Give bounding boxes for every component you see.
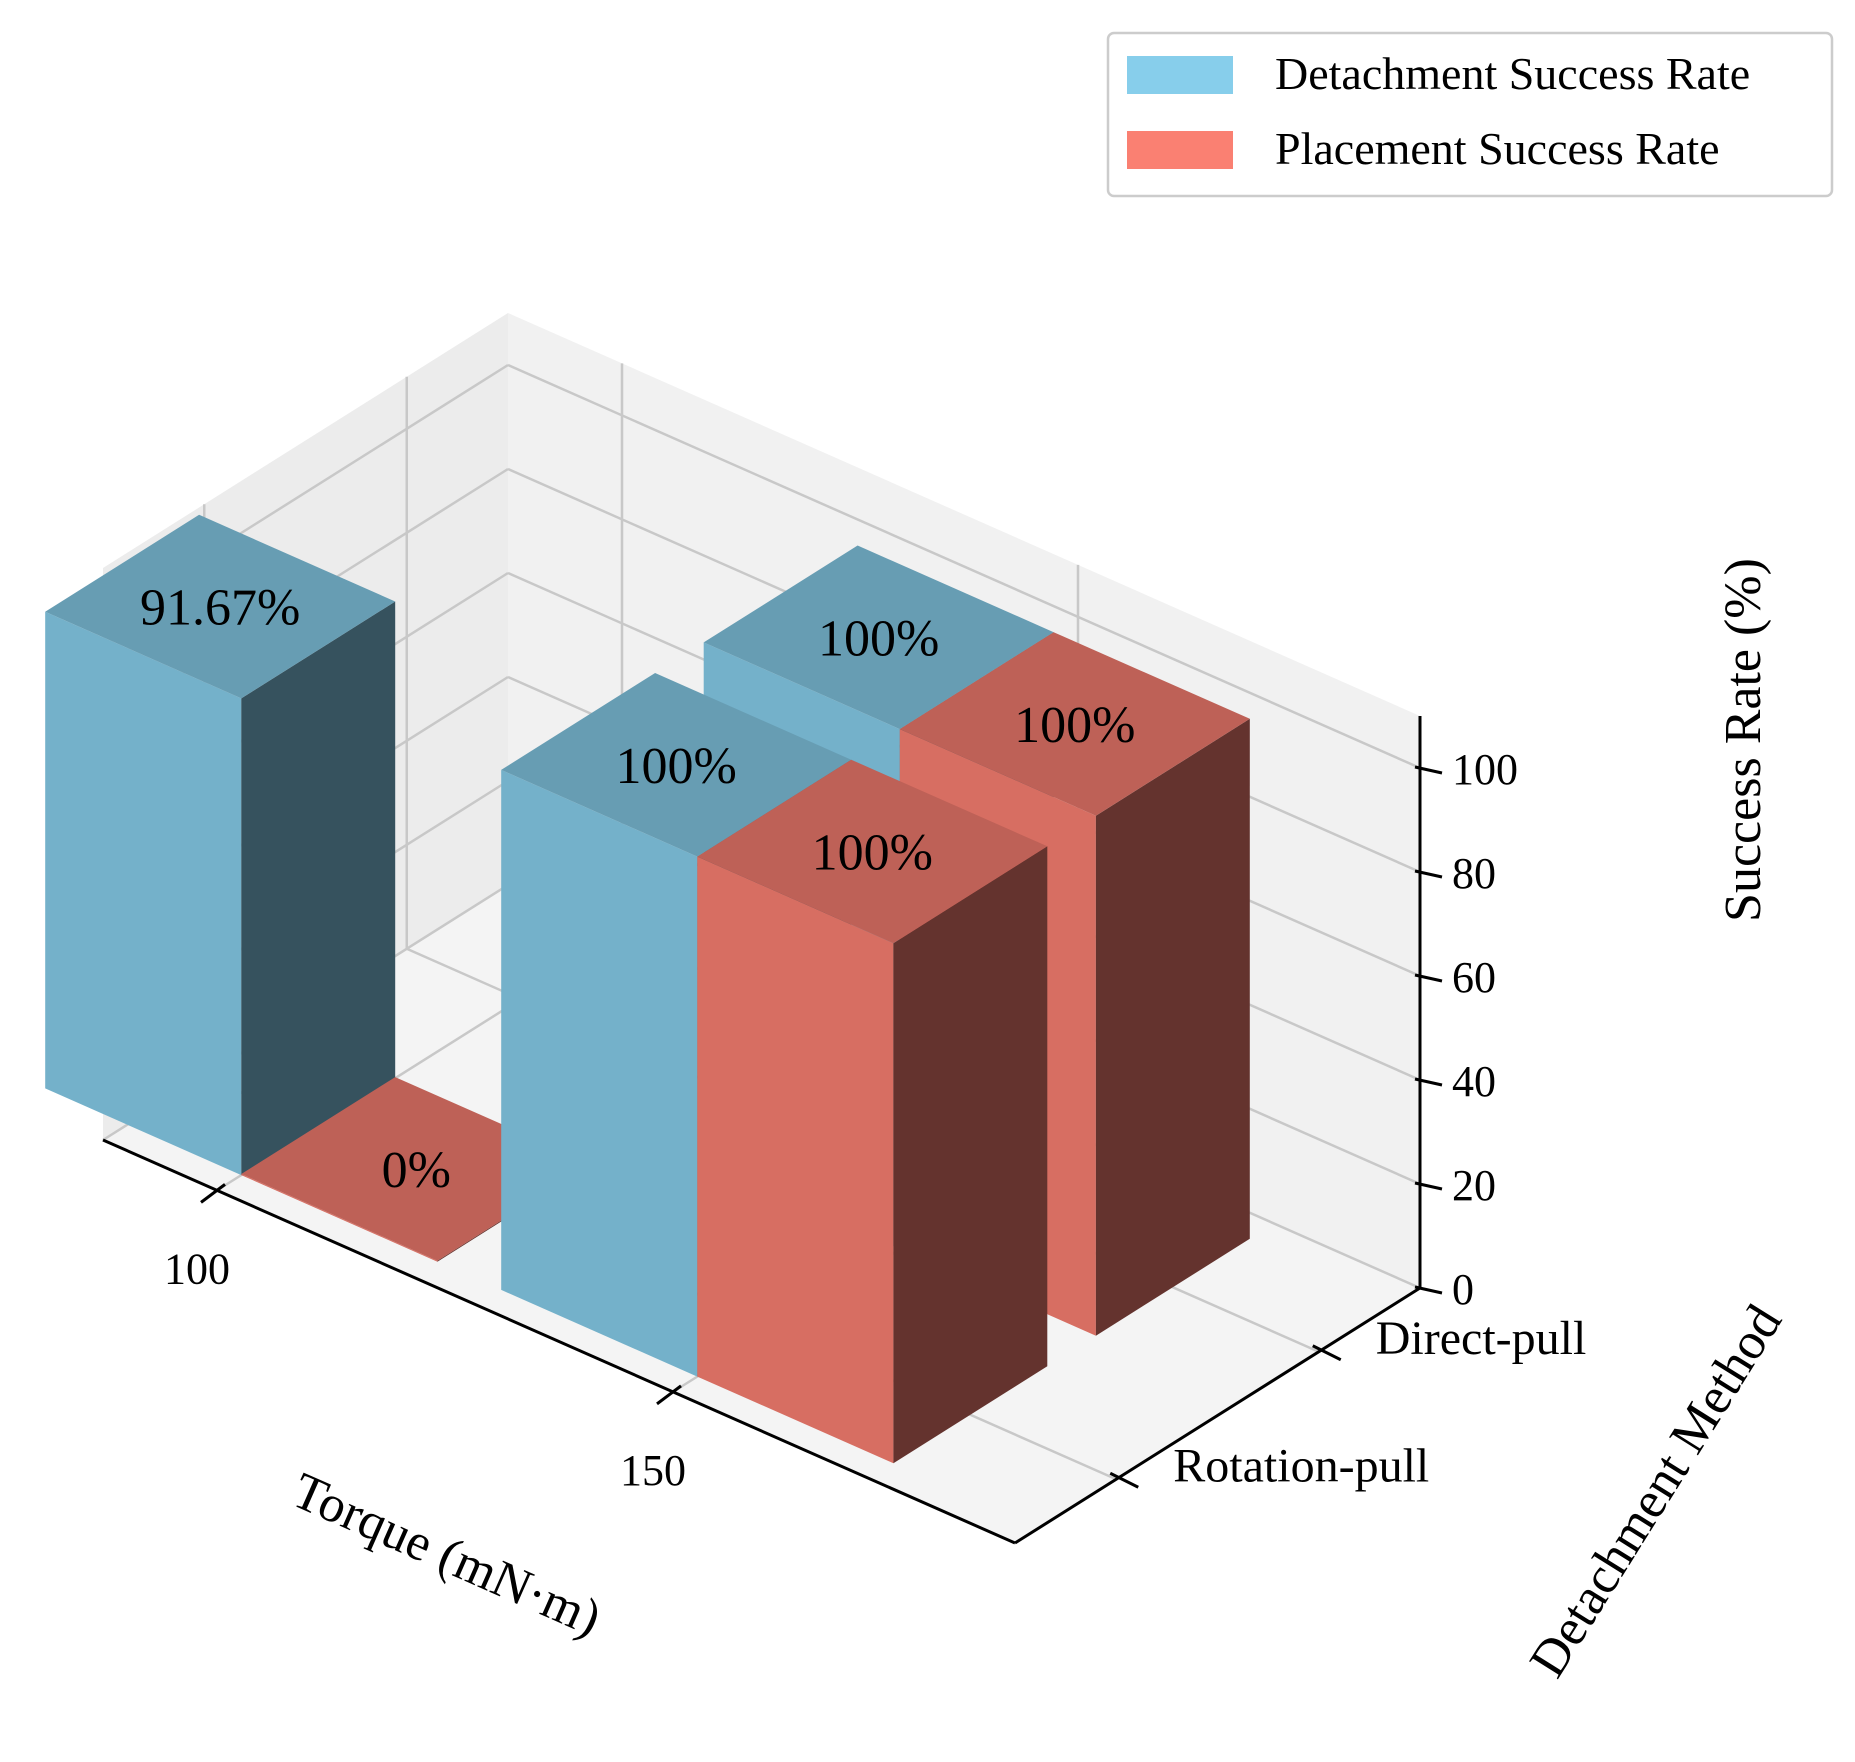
bar-top-face (45, 514, 396, 699)
x-axis-title: Torque (mN·m) (284, 1462, 609, 1647)
data-label: 0% (382, 1142, 451, 1199)
z-tick (1414, 1181, 1443, 1191)
y-tick-label: Direct-pull (1376, 1312, 1587, 1365)
bar-top-face (501, 673, 852, 857)
bar-front-face (241, 1174, 438, 1262)
x-tick (200, 1183, 226, 1204)
legend-swatch (1127, 56, 1233, 94)
bar (697, 759, 1048, 1464)
x-tick-label: 150 (620, 1446, 686, 1495)
bar (45, 514, 396, 1176)
data-label: 91.67% (140, 580, 300, 637)
data-label: 100% (818, 610, 939, 667)
y-tick-label: Rotation-pull (1173, 1439, 1429, 1492)
legend-label: Detachment Success Rate (1275, 48, 1750, 99)
bar-side-face (893, 846, 1048, 1464)
legend-label: Placement Success Rate (1275, 123, 1720, 174)
legend-swatch (1127, 131, 1233, 169)
bar-front-face (697, 856, 894, 1464)
bar-front-face (501, 769, 698, 1377)
z-tick-label: 80 (1452, 849, 1496, 898)
bar-top-face (899, 632, 1250, 816)
x-tick (656, 1384, 682, 1406)
y-tick (1312, 1344, 1342, 1362)
bar-top-face (703, 545, 1054, 730)
z-axis-title: Success Rate (%) (1715, 558, 1772, 922)
z-tick-label: 100 (1452, 745, 1518, 794)
z-tick (1414, 1285, 1443, 1295)
z-tick (1414, 973, 1443, 983)
z-tick (1414, 869, 1443, 879)
x-tick-label: 100 (164, 1244, 230, 1293)
legend: Detachment Success Rate Placement Success… (1106, 31, 1834, 198)
z-tick (1414, 1077, 1443, 1087)
bars (45, 514, 1250, 1464)
data-label: 100% (1014, 697, 1135, 754)
y-tick (1109, 1471, 1139, 1489)
data-label: 100% (812, 824, 933, 881)
y-axis-line (1014, 1286, 1421, 1545)
bar-side-face (1095, 718, 1250, 1336)
x-axis-line (102, 1138, 1016, 1545)
bar-front-face (45, 611, 242, 1176)
z-tick (1414, 765, 1443, 775)
bar-top-face (697, 759, 1048, 944)
data-labels: 100% 100% 91.67% 0% 100% 100% (140, 580, 1135, 1199)
z-tick-label: 60 (1452, 953, 1496, 1002)
legend-box (1106, 31, 1834, 198)
z-tick-label: 20 (1452, 1161, 1496, 1210)
data-label: 100% (616, 738, 737, 795)
grid-line-back-wall (507, 363, 1421, 770)
bar-side-face (241, 601, 396, 1176)
z-tick-label: 40 (1452, 1057, 1496, 1106)
z-tick-label: 0 (1452, 1265, 1474, 1314)
